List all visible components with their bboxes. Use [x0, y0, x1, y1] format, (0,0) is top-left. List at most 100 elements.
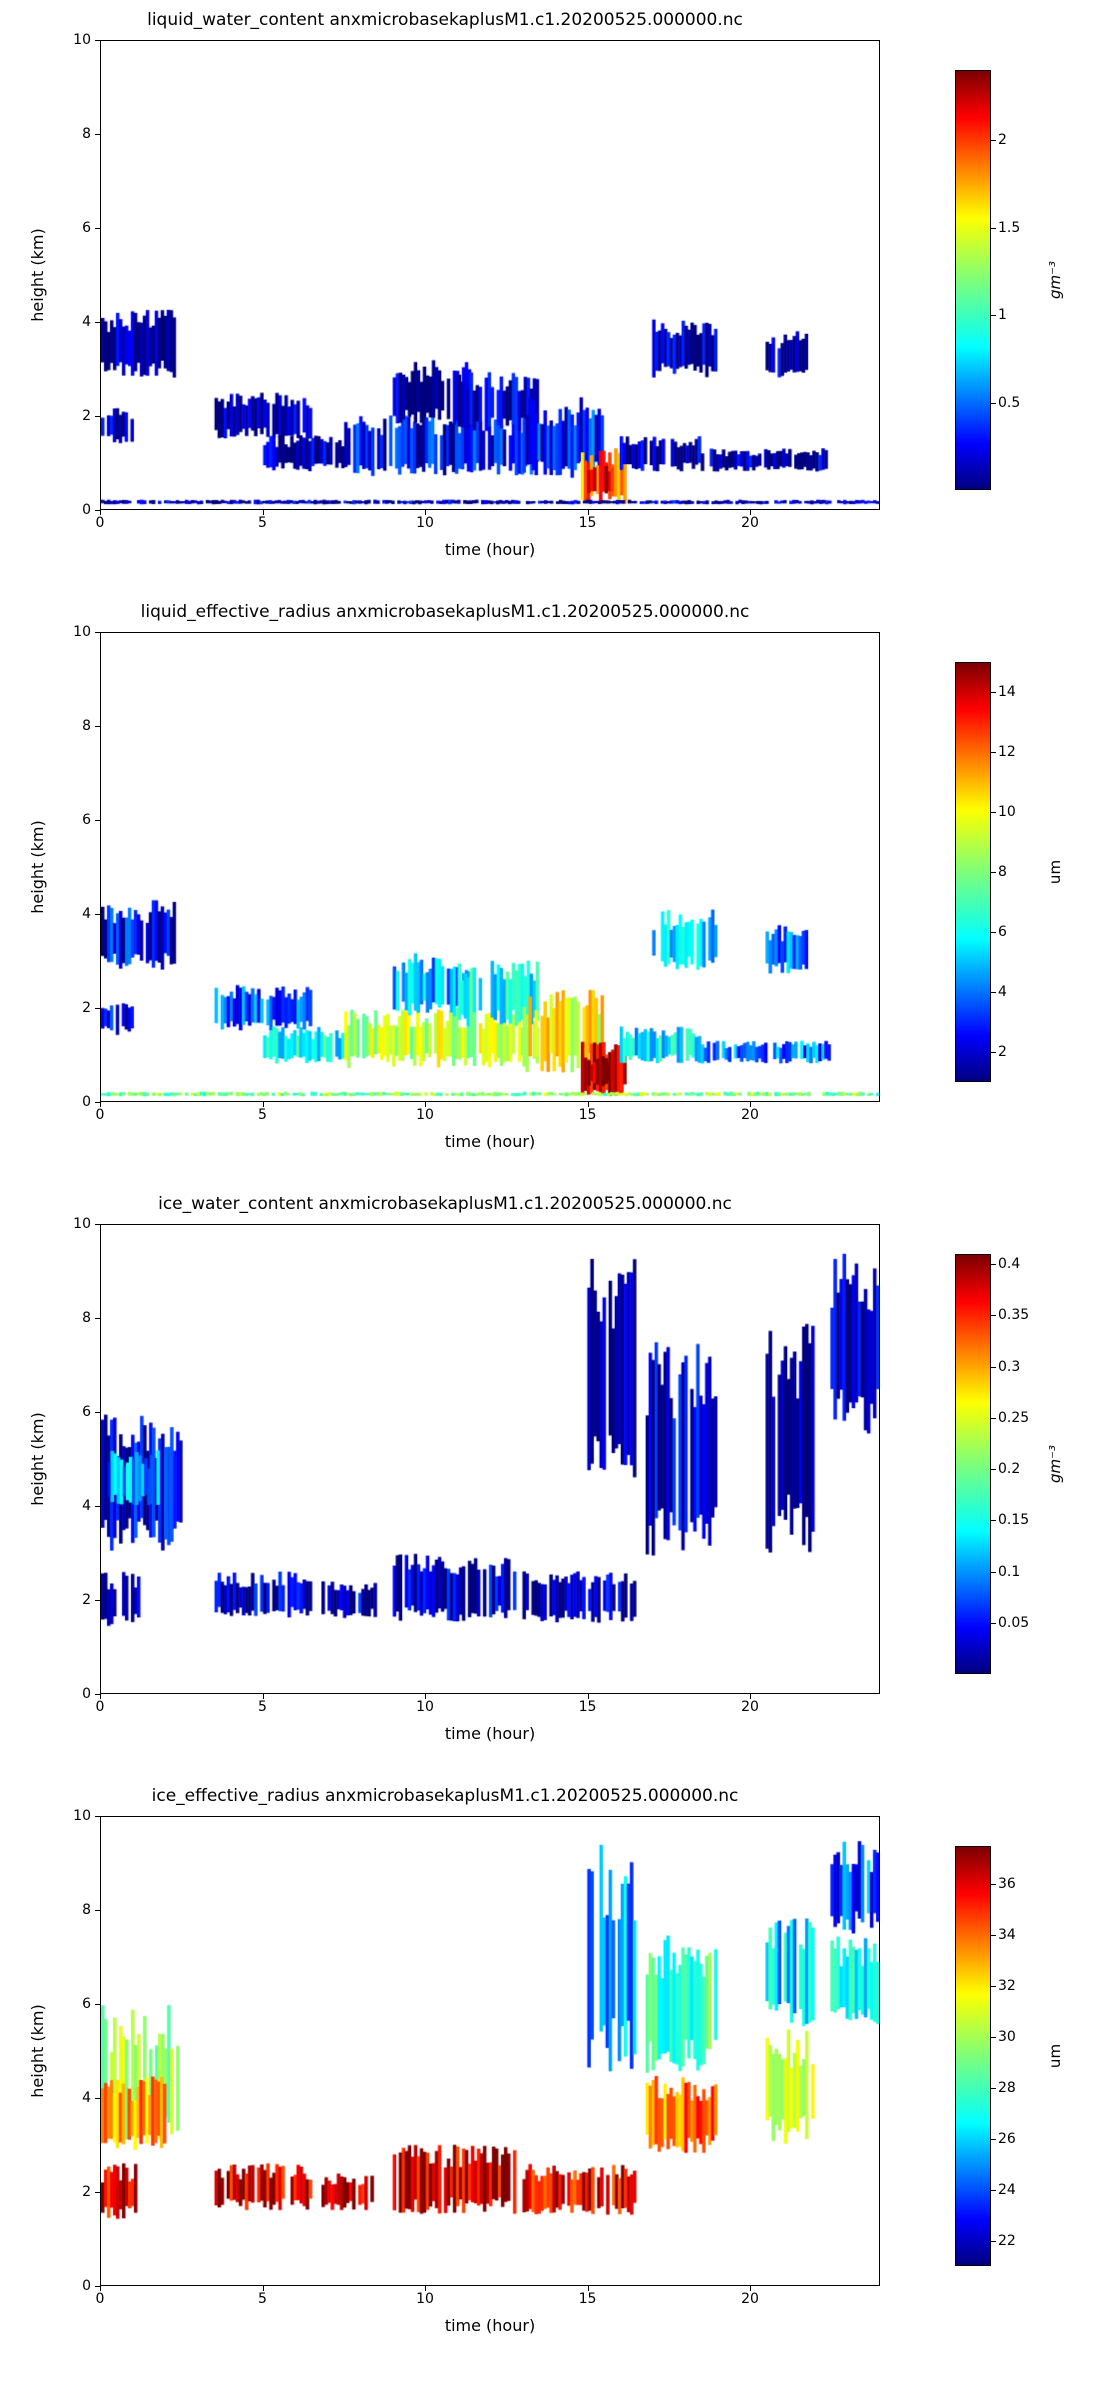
colorbar-tick-label: 4: [998, 984, 1007, 1000]
chart-panel-ice_water_content: ice_water_content anxmicrobasekaplusM1.c…: [10, 1194, 1089, 1774]
pcolormesh-canvas: [101, 41, 879, 509]
x-tick-mark: [100, 1694, 101, 1699]
x-axis-label: time (hour): [100, 1724, 880, 1743]
x-tick-label: 0: [96, 515, 105, 531]
colorbar-tick-mark: [991, 1469, 996, 1470]
colorbar-tick-mark: [991, 1052, 996, 1053]
colorbar-tick-label: 32: [998, 1978, 1016, 1994]
x-tick-mark: [750, 510, 751, 515]
colorbar-tick-mark: [991, 692, 996, 693]
chart-panel-liquid_effective_radius: liquid_effective_radius anxmicrobasekapl…: [10, 602, 1089, 1182]
x-tick-mark: [263, 510, 264, 515]
colorbar-tick-mark: [991, 2190, 996, 2191]
chart-panel-liquid_water_content: liquid_water_content anxmicrobasekaplusM…: [10, 10, 1089, 590]
x-tick-mark: [425, 1102, 426, 1107]
colorbar-tick-mark: [991, 1315, 996, 1316]
x-tick-mark: [750, 2286, 751, 2291]
y-tick-label: 4: [31, 314, 91, 330]
y-tick-label: 2: [31, 1592, 91, 1608]
colorbar-tick-label: 36: [998, 1876, 1016, 1892]
pcolormesh-canvas: [101, 1817, 879, 2285]
y-tick-label: 6: [31, 1404, 91, 1420]
colorbar-tick-mark: [991, 1935, 996, 1936]
x-axis-label: time (hour): [100, 1132, 880, 1151]
colorbar-tick-label: 14: [998, 684, 1016, 700]
x-tick-label: 15: [579, 515, 597, 531]
x-tick-label: 5: [258, 1699, 267, 1715]
x-tick-label: 5: [258, 515, 267, 531]
colorbar-tick-label: 22: [998, 2233, 1016, 2249]
colorbar-tick-mark: [991, 1367, 996, 1368]
panel-title: liquid_effective_radius anxmicrobasekapl…: [10, 602, 880, 622]
y-tick-label: 8: [31, 1310, 91, 1326]
x-tick-mark: [750, 1102, 751, 1107]
x-tick-mark: [588, 1102, 589, 1107]
x-tick-label: 10: [416, 1107, 434, 1123]
y-tick-label: 10: [31, 624, 91, 640]
colorbar-gradient: [955, 1846, 991, 2266]
y-tick-label: 10: [31, 1808, 91, 1824]
x-tick-label: 15: [579, 1699, 597, 1715]
y-axis-label: height (km): [28, 632, 47, 1102]
x-tick-mark: [750, 1694, 751, 1699]
y-tick-label: 4: [31, 1498, 91, 1514]
x-tick-label: 20: [741, 1699, 759, 1715]
colorbar-tick-label: 28: [998, 2080, 1016, 2096]
x-tick-mark: [263, 1694, 264, 1699]
y-tick-label: 4: [31, 906, 91, 922]
colorbar-tick-label: 0.15: [998, 1512, 1029, 1528]
colorbar: [955, 662, 991, 1082]
colorbar-tick-label: 0.1: [998, 1564, 1020, 1580]
x-tick-label: 10: [416, 2291, 434, 2307]
colorbar-tick-mark: [991, 812, 996, 813]
x-tick-label: 0: [96, 2291, 105, 2307]
colorbar-tick-mark: [991, 992, 996, 993]
pcolormesh-canvas: [101, 1225, 879, 1693]
x-tick-mark: [100, 510, 101, 515]
colorbar-gradient: [955, 662, 991, 1082]
y-axis-label: height (km): [28, 40, 47, 510]
x-tick-mark: [588, 510, 589, 515]
x-tick-mark: [100, 2286, 101, 2291]
x-tick-label: 20: [741, 2291, 759, 2307]
x-tick-label: 5: [258, 1107, 267, 1123]
colorbar-label: um: [1046, 662, 1064, 1082]
x-tick-label: 20: [741, 515, 759, 531]
y-tick-label: 0: [31, 1094, 91, 1110]
panel-title: ice_water_content anxmicrobasekaplusM1.c…: [10, 1194, 880, 1214]
colorbar-tick-mark: [991, 1623, 996, 1624]
colorbar-tick-label: 8: [998, 864, 1007, 880]
x-tick-label: 10: [416, 515, 434, 531]
colorbar-tick-label: 2: [998, 132, 1007, 148]
colorbar-tick-label: 2: [998, 1044, 1007, 1060]
x-axis-label: time (hour): [100, 2316, 880, 2335]
x-tick-mark: [263, 2286, 264, 2291]
colorbar-tick-mark: [991, 932, 996, 933]
colorbar-tick-label: 1.5: [998, 220, 1020, 236]
colorbar-gradient: [955, 70, 991, 490]
colorbar-tick-label: 0.4: [998, 1256, 1020, 1272]
colorbar-tick-mark: [991, 2037, 996, 2038]
plot-area: [100, 1224, 880, 1694]
colorbar-tick-label: 12: [998, 744, 1016, 760]
panel-title: liquid_water_content anxmicrobasekaplusM…: [10, 10, 880, 30]
colorbar-label: gm⁻³: [1046, 1254, 1064, 1674]
y-tick-label: 6: [31, 1996, 91, 2012]
colorbar-tick-mark: [991, 228, 996, 229]
x-tick-label: 5: [258, 2291, 267, 2307]
y-tick-label: 6: [31, 812, 91, 828]
colorbar-tick-label: 30: [998, 2029, 1016, 2045]
colorbar: [955, 1846, 991, 2266]
y-tick-label: 2: [31, 408, 91, 424]
colorbar-tick-mark: [991, 2088, 996, 2089]
colorbar-tick-label: 0.35: [998, 1307, 1029, 1323]
colorbar-tick-mark: [991, 140, 996, 141]
colorbar-tick-mark: [991, 1520, 996, 1521]
y-tick-label: 0: [31, 502, 91, 518]
colorbar-tick-mark: [991, 2241, 996, 2242]
colorbar-tick-mark: [991, 752, 996, 753]
colorbar-tick-label: 0.2: [998, 1461, 1020, 1477]
x-tick-label: 15: [579, 1107, 597, 1123]
colorbar-tick-label: 34: [998, 1927, 1016, 1943]
y-tick-label: 10: [31, 32, 91, 48]
